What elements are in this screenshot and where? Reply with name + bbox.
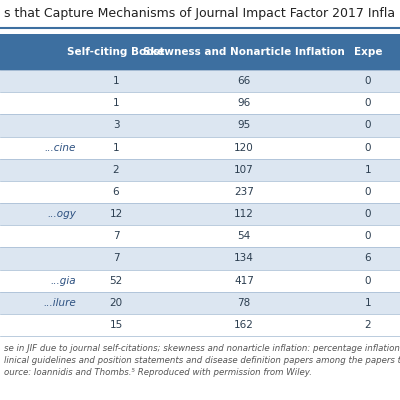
Text: 112: 112 bbox=[234, 209, 254, 219]
Text: 6: 6 bbox=[113, 187, 119, 197]
FancyBboxPatch shape bbox=[80, 203, 152, 225]
FancyBboxPatch shape bbox=[80, 181, 152, 203]
Text: ...ilure: ...ilure bbox=[43, 298, 76, 308]
FancyBboxPatch shape bbox=[152, 270, 336, 292]
FancyBboxPatch shape bbox=[0, 247, 80, 270]
Text: 2: 2 bbox=[365, 320, 371, 330]
Text: Expe: Expe bbox=[354, 47, 382, 57]
FancyBboxPatch shape bbox=[80, 314, 152, 336]
FancyBboxPatch shape bbox=[0, 34, 80, 70]
FancyBboxPatch shape bbox=[0, 159, 80, 181]
FancyBboxPatch shape bbox=[0, 225, 80, 247]
FancyBboxPatch shape bbox=[0, 0, 400, 26]
FancyBboxPatch shape bbox=[80, 34, 152, 70]
Text: 120: 120 bbox=[234, 142, 254, 152]
FancyBboxPatch shape bbox=[336, 159, 400, 181]
FancyBboxPatch shape bbox=[0, 92, 80, 114]
Text: Skewness and Nonarticle Inflation: Skewness and Nonarticle Inflation bbox=[143, 47, 345, 57]
FancyBboxPatch shape bbox=[152, 92, 336, 114]
FancyBboxPatch shape bbox=[80, 292, 152, 314]
FancyBboxPatch shape bbox=[0, 114, 80, 136]
FancyBboxPatch shape bbox=[80, 136, 152, 159]
Text: 7: 7 bbox=[113, 254, 119, 264]
FancyBboxPatch shape bbox=[336, 225, 400, 247]
FancyBboxPatch shape bbox=[0, 203, 80, 225]
Text: 1: 1 bbox=[113, 98, 119, 108]
FancyBboxPatch shape bbox=[80, 270, 152, 292]
FancyBboxPatch shape bbox=[80, 225, 152, 247]
FancyBboxPatch shape bbox=[336, 34, 400, 70]
Text: 66: 66 bbox=[237, 76, 251, 86]
FancyBboxPatch shape bbox=[152, 159, 336, 181]
FancyBboxPatch shape bbox=[152, 292, 336, 314]
Text: ...ogy: ...ogy bbox=[47, 209, 76, 219]
FancyBboxPatch shape bbox=[80, 247, 152, 270]
Text: 78: 78 bbox=[237, 298, 251, 308]
FancyBboxPatch shape bbox=[80, 92, 152, 114]
FancyBboxPatch shape bbox=[80, 114, 152, 136]
Text: ...gia: ...gia bbox=[50, 276, 76, 286]
Text: 1: 1 bbox=[365, 298, 371, 308]
FancyBboxPatch shape bbox=[0, 314, 80, 336]
Text: 134: 134 bbox=[234, 254, 254, 264]
Text: 417: 417 bbox=[234, 276, 254, 286]
Text: 107: 107 bbox=[234, 165, 254, 175]
Text: 0: 0 bbox=[365, 187, 371, 197]
FancyBboxPatch shape bbox=[152, 181, 336, 203]
FancyBboxPatch shape bbox=[0, 136, 80, 159]
Text: se in JIF due to journal self-citations; skewness and nonarticle inflation: perc: se in JIF due to journal self-citations;… bbox=[4, 344, 400, 377]
Text: 0: 0 bbox=[365, 276, 371, 286]
FancyBboxPatch shape bbox=[336, 203, 400, 225]
Text: 0: 0 bbox=[365, 209, 371, 219]
Text: 0: 0 bbox=[365, 142, 371, 152]
FancyBboxPatch shape bbox=[336, 114, 400, 136]
FancyBboxPatch shape bbox=[152, 34, 336, 70]
Text: 7: 7 bbox=[113, 231, 119, 241]
Text: 3: 3 bbox=[113, 120, 119, 130]
Text: 0: 0 bbox=[365, 98, 371, 108]
FancyBboxPatch shape bbox=[152, 203, 336, 225]
Text: 20: 20 bbox=[110, 298, 122, 308]
FancyBboxPatch shape bbox=[80, 70, 152, 92]
FancyBboxPatch shape bbox=[152, 136, 336, 159]
FancyBboxPatch shape bbox=[336, 70, 400, 92]
FancyBboxPatch shape bbox=[336, 181, 400, 203]
FancyBboxPatch shape bbox=[336, 247, 400, 270]
Text: ...cine: ...cine bbox=[45, 142, 76, 152]
Text: 237: 237 bbox=[234, 187, 254, 197]
FancyBboxPatch shape bbox=[336, 292, 400, 314]
FancyBboxPatch shape bbox=[336, 92, 400, 114]
Text: 54: 54 bbox=[237, 231, 251, 241]
FancyBboxPatch shape bbox=[336, 136, 400, 159]
Text: 1: 1 bbox=[113, 76, 119, 86]
Text: 0: 0 bbox=[365, 76, 371, 86]
Text: 52: 52 bbox=[109, 276, 123, 286]
Text: 95: 95 bbox=[237, 120, 251, 130]
FancyBboxPatch shape bbox=[152, 247, 336, 270]
FancyBboxPatch shape bbox=[336, 270, 400, 292]
FancyBboxPatch shape bbox=[0, 70, 80, 92]
FancyBboxPatch shape bbox=[152, 114, 336, 136]
Text: 12: 12 bbox=[109, 209, 123, 219]
Text: s that Capture Mechanisms of Journal Impact Factor 2017 Infla: s that Capture Mechanisms of Journal Imp… bbox=[4, 6, 395, 20]
Text: 0: 0 bbox=[365, 231, 371, 241]
FancyBboxPatch shape bbox=[0, 292, 80, 314]
Text: 1: 1 bbox=[113, 142, 119, 152]
Text: 1: 1 bbox=[365, 165, 371, 175]
Text: 15: 15 bbox=[109, 320, 123, 330]
Text: 2: 2 bbox=[113, 165, 119, 175]
FancyBboxPatch shape bbox=[336, 314, 400, 336]
FancyBboxPatch shape bbox=[152, 225, 336, 247]
FancyBboxPatch shape bbox=[0, 181, 80, 203]
Text: 96: 96 bbox=[237, 98, 251, 108]
FancyBboxPatch shape bbox=[152, 70, 336, 92]
Text: 6: 6 bbox=[365, 254, 371, 264]
FancyBboxPatch shape bbox=[152, 314, 336, 336]
Text: 0: 0 bbox=[365, 120, 371, 130]
FancyBboxPatch shape bbox=[0, 270, 80, 292]
Text: Self-citing Boost: Self-citing Boost bbox=[67, 47, 165, 57]
FancyBboxPatch shape bbox=[80, 159, 152, 181]
Text: 162: 162 bbox=[234, 320, 254, 330]
